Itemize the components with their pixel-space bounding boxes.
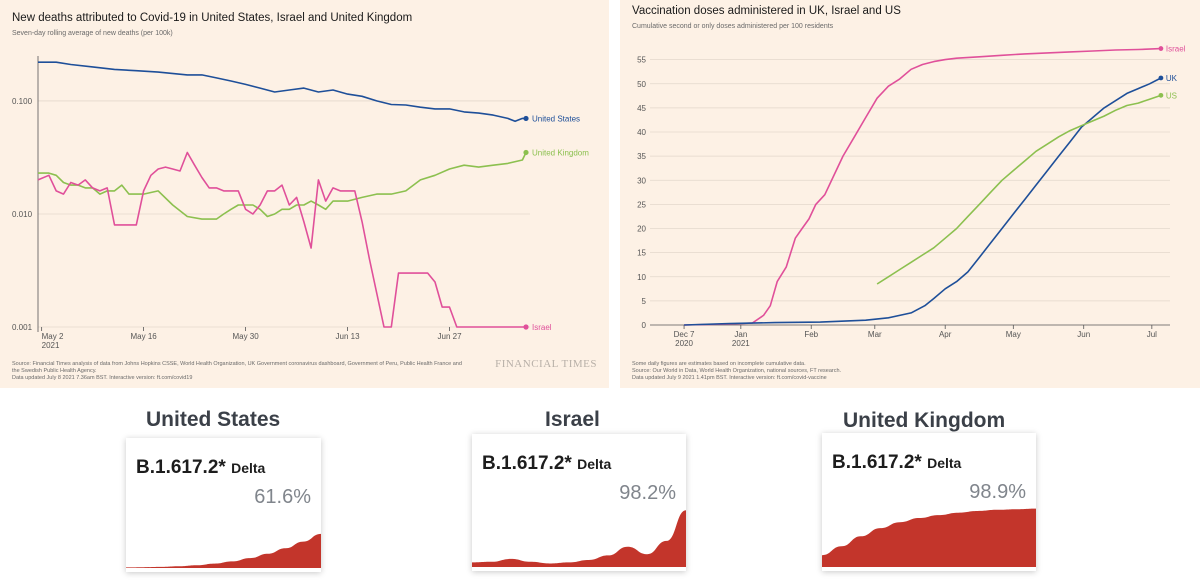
y-tick-label: 0.010 [12, 210, 33, 219]
y-tick-label: 20 [637, 225, 646, 234]
series-end-dot [1158, 46, 1164, 51]
ft-logo: FINANCIAL TIMES [495, 358, 597, 370]
series-line-israel [684, 47, 1161, 326]
y-tick-label: 45 [637, 104, 646, 113]
x-tick-label: Jun 27 [438, 332, 463, 341]
deaths-chart-title: New deaths attributed to Covid-19 in Uni… [12, 12, 413, 24]
variant-share: 98.2% [619, 482, 676, 504]
israel-variant-title: Israel [545, 408, 600, 431]
source-line: Data updated July 8 2021 7.36am BST. Int… [12, 375, 193, 381]
delta-share-area [126, 533, 321, 568]
x-tick-label: May 2 2021 [42, 332, 64, 350]
variant-label: B.1.617.2* Delta [482, 453, 611, 475]
source-line: Some daily figures are estimates based o… [632, 361, 806, 367]
y-tick-label: 0.001 [12, 323, 33, 332]
variant-share: 61.6% [254, 486, 311, 508]
series-label-united-kingdom: United Kingdom [532, 148, 589, 157]
series-label-us: US [1166, 91, 1177, 100]
x-tick-label: May 16 [130, 332, 157, 341]
series-end-dot [523, 324, 529, 330]
x-tick-label: Jun 13 [336, 332, 361, 341]
variant-share: 98.9% [969, 481, 1026, 503]
deaths-chart-source: Source: Financial Times analysis of data… [12, 361, 462, 382]
y-tick-label: 50 [637, 80, 646, 89]
us-variant-title: United States [146, 408, 281, 431]
series-line-united-kingdom [38, 152, 527, 220]
variant-area-chart [822, 508, 1036, 567]
uk-variant-title: United Kingdom [843, 409, 1006, 432]
source-line: Source: Our World in Data, World Health … [632, 368, 842, 374]
x-tick-label: Dec 7 2020 [674, 330, 695, 348]
series-end-dot [523, 149, 529, 156]
x-tick-label: Mar [868, 330, 882, 339]
source-line: Source: Financial Times analysis of data… [12, 361, 462, 367]
vaccination-chart-panel: Vaccination doses administered in UK, Is… [620, 0, 1200, 388]
x-tick-label: Feb [804, 330, 818, 339]
variant-area-chart [126, 533, 321, 568]
series-end-dot [523, 115, 529, 122]
variant-code: B.1.617.2* [482, 453, 572, 474]
y-tick-label: 5 [642, 297, 647, 306]
y-tick-label: 40 [637, 128, 646, 137]
y-tick-label: 30 [637, 176, 646, 185]
series-label-uk: UK [1166, 74, 1178, 83]
deaths-line-chart: 0.001 0.010 0.100 May 2 2021 May 16 May 30 Jun … [12, 56, 589, 350]
variant-label: B.1.617.2* Delta [136, 457, 265, 479]
uk-variant-card: B.1.617.2* Delta 98.9% [822, 433, 1036, 571]
vaccination-chart-title: Vaccination doses administered in UK, Is… [632, 5, 901, 17]
variant-label: B.1.617.2* Delta [832, 452, 961, 474]
variant-name: Delta [231, 460, 266, 476]
x-tick-label: Apr [939, 330, 952, 339]
x-tick-label: Jan 2021 [732, 330, 750, 348]
source-line: the Swedish Public Health Agency. [12, 368, 97, 374]
series-line-israel [37, 151, 526, 328]
y-tick-label: 25 [637, 200, 646, 209]
variant-name: Delta [577, 456, 612, 472]
deaths-chart-subtitle: Seven-day rolling average of new deaths … [12, 30, 173, 37]
israel-variant-card: B.1.617.2* Delta 98.2% [472, 434, 686, 571]
y-tick-label: 55 [637, 56, 646, 65]
source-line: Data updated July 9 2021 1.41pm BST. Int… [632, 375, 827, 381]
deaths-chart-panel: New deaths attributed to Covid-19 in Uni… [0, 0, 609, 388]
variant-code: B.1.617.2* [136, 457, 226, 478]
us-variant-card: B.1.617.2* Delta 61.6% [126, 438, 321, 572]
delta-share-area [472, 510, 686, 567]
variant-code: B.1.617.2* [832, 452, 922, 473]
series-line-uk [684, 77, 1162, 326]
variant-area-chart [472, 510, 686, 567]
y-tick-label: 0 [642, 321, 647, 330]
y-tick-label: 35 [637, 152, 646, 161]
x-tick-label: Jun [1077, 330, 1090, 339]
vaccination-chart-source: Some daily figures are estimates based o… [632, 361, 841, 382]
y-tick-label: 10 [637, 273, 646, 282]
series-label-united-states: United States [532, 114, 580, 123]
vaccination-line-chart: 0 5 10 15 20 25 30 35 40 45 50 55 Dec 7 2020 Jan 2021 Fe… [637, 45, 1186, 348]
series-label-israel: Israel [532, 323, 552, 332]
x-tick-label: Jul [1147, 330, 1157, 339]
series-label-israel: Israel [1166, 45, 1186, 54]
y-tick-label: 15 [637, 249, 646, 258]
y-tick-label: 0.100 [12, 97, 33, 106]
variant-name: Delta [927, 455, 962, 471]
series-end-dot [1158, 75, 1164, 81]
vaccination-chart-subtitle: Cumulative second or only doses administ… [632, 23, 834, 30]
series-line-united-states [38, 61, 526, 123]
delta-share-area [822, 508, 1036, 567]
x-tick-label: May 30 [232, 332, 259, 341]
series-line-us [876, 94, 1162, 285]
x-tick-label: May [1006, 330, 1021, 339]
series-end-dot [1158, 92, 1164, 98]
